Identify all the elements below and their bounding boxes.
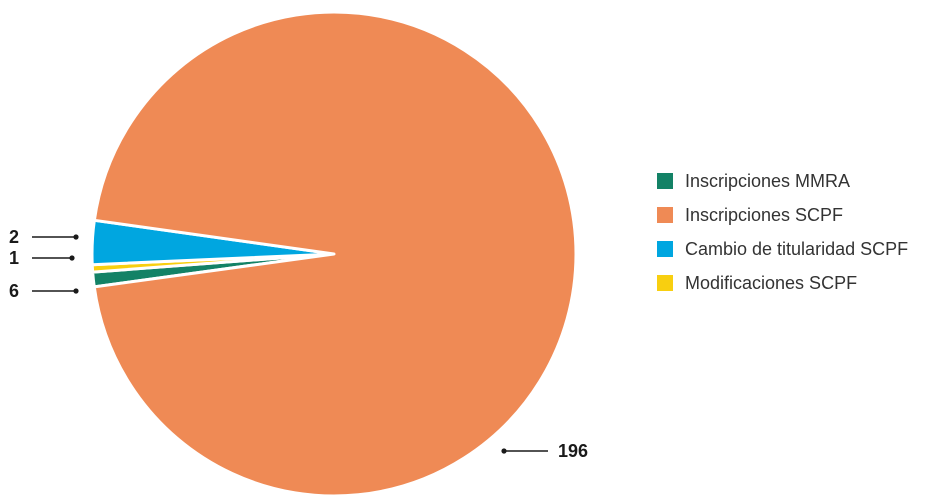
leader-dot bbox=[73, 288, 79, 294]
data-label: 2 bbox=[9, 227, 19, 247]
legend-swatch bbox=[657, 173, 673, 189]
data-label: 6 bbox=[9, 281, 19, 301]
chart-legend: Inscripciones MMRA Inscripciones SCPF Ca… bbox=[657, 169, 908, 305]
leader-dot bbox=[73, 234, 79, 240]
legend-item-inscripciones-mmra: Inscripciones MMRA bbox=[657, 169, 908, 193]
leader-lines bbox=[32, 234, 548, 454]
data-labels: 2 196 6 1 bbox=[9, 227, 588, 461]
data-label: 196 bbox=[558, 441, 588, 461]
pie-slice-inscripciones-scpf bbox=[92, 10, 578, 495]
legend-label: Inscripciones MMRA bbox=[685, 170, 851, 191]
data-label: 1 bbox=[9, 248, 19, 268]
leader-dot bbox=[69, 255, 75, 261]
legend-swatch bbox=[657, 207, 673, 223]
legend-label: Cambio de titularidad SCPF bbox=[685, 238, 909, 259]
legend-label: Inscripciones SCPF bbox=[685, 204, 844, 225]
legend-item-cambio-de-titularidad-scpf: Cambio de titularidad SCPF bbox=[657, 237, 908, 261]
legend-swatch bbox=[657, 241, 673, 257]
legend-label: Modificaciones SCPF bbox=[685, 272, 858, 293]
pie-slices bbox=[90, 10, 578, 495]
legend-swatch bbox=[657, 275, 673, 291]
legend-item-inscripciones-scpf: Inscripciones SCPF bbox=[657, 203, 908, 227]
leader-dot bbox=[501, 448, 507, 454]
legend-item-modificaciones-scpf: Modificaciones SCPF bbox=[657, 271, 908, 295]
